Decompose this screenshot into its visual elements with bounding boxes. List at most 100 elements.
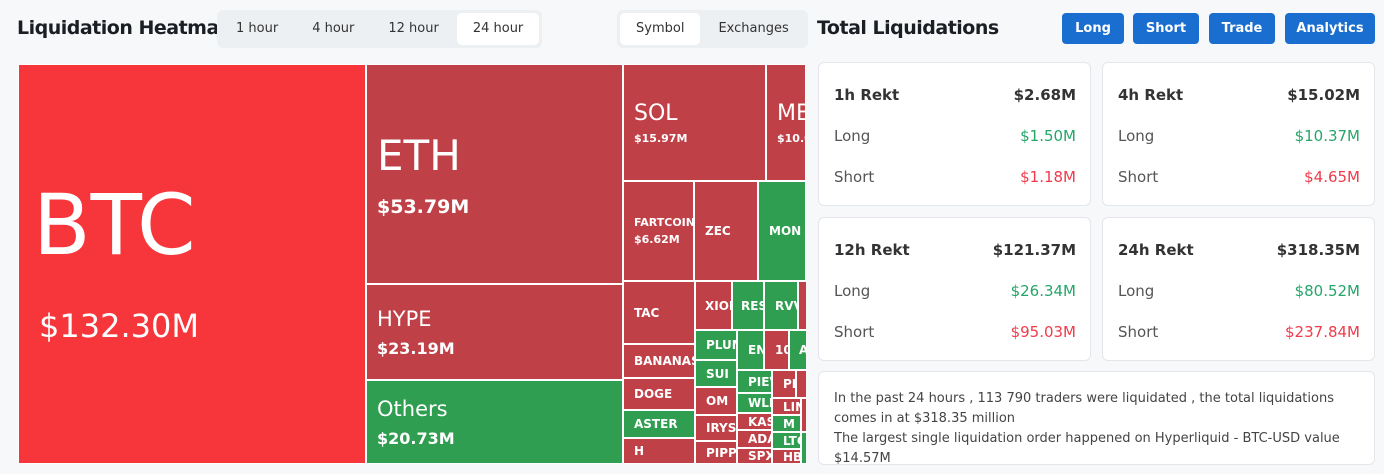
heatmap-cell-tac[interactable]: TAC bbox=[623, 281, 695, 344]
cell-symbol: PI bbox=[783, 377, 796, 391]
heatmap-cell-rvv[interactable]: RVV bbox=[764, 281, 798, 330]
heatmap-cell-zec[interactable]: ZEC bbox=[694, 181, 758, 281]
cell-symbol: BTC bbox=[33, 176, 196, 274]
tab-4-hour[interactable]: 4 hour bbox=[312, 21, 355, 36]
heatmap-cell-pi[interactable]: PI bbox=[772, 370, 796, 398]
heatmap-cell-others[interactable]: Others $20.73M bbox=[366, 380, 623, 464]
tab-1-hour[interactable]: 1 hour bbox=[236, 21, 279, 36]
heatmap-cell-small[interactable] bbox=[796, 370, 806, 398]
tab-exchanges[interactable]: Exchanges bbox=[718, 21, 789, 36]
cell-symbol: TAC bbox=[634, 305, 660, 320]
view-tabs: Symbol Exchanges bbox=[617, 10, 808, 48]
short-label: Short bbox=[834, 168, 875, 186]
heatmap-cell-sui[interactable]: SUI bbox=[695, 360, 737, 387]
tab-symbol[interactable]: Symbol bbox=[620, 13, 701, 45]
short-label: Short bbox=[1118, 168, 1159, 186]
tab-24-hour[interactable]: 24 hour bbox=[456, 13, 540, 45]
cell-symbol: HBA bbox=[783, 449, 800, 464]
heatmap-cell-ada[interactable]: ADA bbox=[737, 430, 772, 448]
card-label: 1h Rekt bbox=[834, 86, 900, 104]
heatmap-cell-sol[interactable]: SOL $15.97M bbox=[623, 64, 766, 181]
heatmap-cell-plum[interactable]: PLUM bbox=[695, 330, 737, 360]
heatmap-cell-bananas3[interactable]: BANANAS3 bbox=[623, 344, 695, 378]
heatmap-cell-small[interactable] bbox=[798, 281, 806, 330]
cell-symbol: RES bbox=[741, 298, 763, 313]
short-label: Short bbox=[1118, 323, 1159, 341]
heatmap-cell-btc[interactable]: BTC $132.30M bbox=[18, 64, 366, 464]
summary-text: In the past 24 hours , 113 790 traders w… bbox=[834, 391, 1334, 426]
heatmap-cell-wlf[interactable]: WLF bbox=[737, 393, 772, 413]
heatmap-cell-eth[interactable]: ETH $53.79M bbox=[366, 64, 623, 284]
heatmap-cell-doge[interactable]: DOGE bbox=[623, 378, 695, 410]
card-total: $121.37M bbox=[992, 241, 1076, 259]
short-value: $1.18M bbox=[1020, 168, 1076, 186]
cell-symbol: PLUM bbox=[706, 338, 736, 352]
long-button[interactable]: Long bbox=[1062, 13, 1124, 44]
analytics-button[interactable]: Analytics bbox=[1285, 13, 1375, 44]
heatmap-cell-pippi[interactable]: PIPPI bbox=[695, 441, 737, 464]
heatmap-cell-10[interactable]: 10 bbox=[764, 330, 789, 370]
heatmap-cell-hba[interactable]: HBA bbox=[772, 449, 801, 464]
heatmap-cell-res[interactable]: RES bbox=[732, 281, 764, 330]
cell-symbol: FARTCOIN bbox=[634, 216, 694, 229]
long-value: $26.34M bbox=[1010, 282, 1076, 300]
heatmap-cell-kas[interactable]: KAS bbox=[737, 413, 772, 430]
rekt-card-1h: 1h Rekt $2.68M Long $1.50M Short $1.18M bbox=[818, 62, 1091, 206]
heatmap-cell-irys[interactable]: IRYS bbox=[695, 415, 737, 441]
liquidation-heatmap: BTC $132.30M ETH $53.79M HYPE $23.19M Other… bbox=[18, 64, 806, 464]
heatmap-cell-m[interactable]: M bbox=[772, 415, 801, 432]
heatmap-cell-small[interactable] bbox=[801, 432, 806, 464]
cell-symbol: ETH bbox=[377, 130, 461, 180]
cell-value: $15.97M bbox=[634, 131, 688, 145]
cell-symbol: EN bbox=[748, 343, 763, 357]
heatmap-cell-me[interactable]: ME $10.0 bbox=[766, 64, 806, 181]
cell-symbol: RVV bbox=[775, 298, 797, 313]
cell-symbol: Others bbox=[377, 396, 448, 421]
heatmap-cell-aster[interactable]: ASTER bbox=[623, 410, 695, 438]
cell-symbol: PIPPI bbox=[706, 445, 737, 460]
heatmap-cell-piev[interactable]: PIEV bbox=[737, 370, 772, 393]
card-label: 24h Rekt bbox=[1118, 241, 1194, 259]
cell-symbol: SOL bbox=[634, 100, 678, 126]
heatmap-cell-mon[interactable]: MON bbox=[758, 181, 806, 281]
rekt-card-4h: 4h Rekt $15.02M Long $10.37M Short $4.65M bbox=[1102, 62, 1375, 206]
short-button[interactable]: Short bbox=[1133, 13, 1199, 44]
cell-symbol: ZEC bbox=[705, 224, 731, 238]
heatmap-cell-fartcoin[interactable]: FARTCOIN $6.62M bbox=[623, 181, 694, 281]
cell-symbol: HYPE bbox=[377, 306, 432, 331]
long-label: Long bbox=[1118, 127, 1155, 145]
heatmap-cell-lin[interactable]: LIN bbox=[772, 398, 801, 415]
cell-value: $23.19M bbox=[377, 338, 455, 358]
cell-symbol: A bbox=[799, 343, 806, 357]
cell-symbol: KAS bbox=[748, 414, 771, 429]
heatmap-cell-small[interactable] bbox=[801, 398, 806, 432]
cell-symbol: ASTER bbox=[634, 417, 678, 431]
cell-symbol: WLF bbox=[748, 396, 771, 410]
tab-12-hour[interactable]: 12 hour bbox=[388, 21, 439, 36]
cell-symbol: OM bbox=[706, 394, 729, 408]
cell-symbol: XION bbox=[705, 298, 731, 313]
card-label: 4h Rekt bbox=[1118, 86, 1184, 104]
cell-symbol: PIEV bbox=[748, 374, 771, 389]
liquidation-summary: In the past 24 hours , 113 790 traders w… bbox=[818, 371, 1375, 466]
cell-symbol: M bbox=[783, 416, 795, 431]
heatmap-cell-h[interactable]: H bbox=[623, 438, 695, 464]
heatmap-cell-om[interactable]: OM bbox=[695, 387, 737, 415]
trade-button[interactable]: Trade bbox=[1209, 13, 1275, 44]
heatmap-cell-a[interactable]: A bbox=[789, 330, 806, 370]
long-value: $1.50M bbox=[1020, 127, 1076, 145]
cell-symbol: DOGE bbox=[634, 387, 673, 401]
cell-value: $6.62M bbox=[634, 233, 680, 246]
cell-value: $53.79M bbox=[377, 195, 470, 218]
heatmap-cell-spx[interactable]: SPX bbox=[737, 448, 772, 464]
cell-symbol: ME bbox=[777, 100, 805, 126]
long-label: Long bbox=[1118, 282, 1155, 300]
heatmap-cell-ltc[interactable]: LTC bbox=[772, 432, 801, 449]
rekt-card-24h: 24h Rekt $318.35M Long $80.52M Short $237.8… bbox=[1102, 217, 1375, 361]
heatmap-cell-en[interactable]: EN bbox=[737, 330, 764, 370]
heatmap-cell-xion[interactable]: XION bbox=[695, 281, 732, 330]
cell-value: $20.73M bbox=[377, 428, 455, 448]
long-label: Long bbox=[834, 282, 871, 300]
cell-symbol: SPX bbox=[748, 449, 771, 463]
heatmap-cell-hype[interactable]: HYPE $23.19M bbox=[366, 284, 623, 380]
